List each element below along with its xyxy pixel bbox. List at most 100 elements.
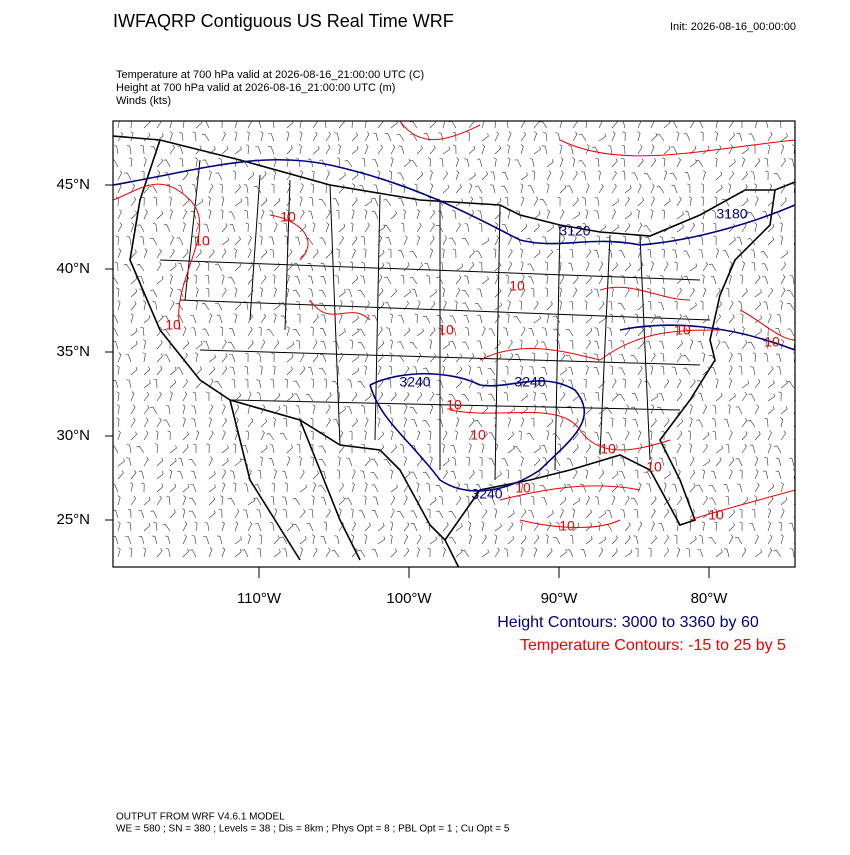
wind-barb — [488, 432, 496, 441]
wind-barb — [520, 183, 524, 194]
wind-barb — [656, 134, 665, 142]
wind-barb — [254, 497, 262, 506]
wind-barb — [494, 210, 502, 220]
wind-barb — [299, 352, 305, 363]
temperature-contour-label: 10 — [646, 459, 662, 475]
wind-barb — [117, 131, 123, 142]
wind-barb — [476, 158, 483, 168]
wind-barb — [754, 275, 761, 285]
wind-barb — [663, 198, 671, 207]
wind-barb — [320, 470, 327, 480]
wind-barb — [331, 550, 340, 558]
wind-barb — [190, 315, 197, 324]
wind-barb — [346, 406, 353, 415]
wind-barb — [645, 237, 652, 246]
wind-barb — [299, 547, 304, 558]
wind-barb — [490, 171, 496, 181]
wind-barb — [271, 183, 275, 193]
wind-barb — [702, 510, 710, 519]
wind-barb — [556, 469, 561, 480]
wind-barb — [429, 145, 436, 155]
wind-barb — [299, 484, 307, 493]
wind-barb — [607, 327, 613, 337]
wind-barb — [284, 482, 288, 493]
wind-barb — [611, 158, 618, 168]
wind-barb — [166, 495, 171, 506]
wind-barb — [507, 510, 515, 519]
wind-barb — [455, 548, 463, 558]
wind-barb — [741, 380, 749, 389]
wind-barb — [597, 443, 601, 454]
wind-barb — [763, 353, 769, 363]
wind-barb — [439, 261, 444, 272]
wind-barb — [338, 482, 344, 493]
wind-barb — [792, 183, 795, 194]
wind-barb — [191, 535, 197, 545]
wind-barb — [195, 170, 200, 181]
wind-barb — [201, 133, 210, 142]
wind-barb — [468, 209, 475, 220]
wind-barb — [294, 236, 301, 246]
wind-barb — [478, 222, 483, 233]
wind-barb — [610, 417, 614, 428]
wind-barb — [156, 391, 162, 402]
wind-barb — [182, 378, 188, 389]
wind-barb — [650, 121, 655, 129]
wind-barb — [357, 289, 366, 298]
wind-barb — [493, 248, 497, 259]
wind-barb — [569, 339, 574, 350]
wind-barb — [545, 534, 549, 545]
wind-barb — [455, 287, 461, 298]
wind-barb — [333, 341, 340, 350]
wind-barb — [410, 471, 418, 480]
wind-barb — [624, 262, 631, 272]
wind-barb — [531, 482, 535, 493]
wind-barb — [286, 392, 294, 402]
wind-barb — [390, 392, 397, 402]
wind-barb — [624, 196, 630, 207]
wind-barb — [533, 534, 540, 545]
wind-barb — [494, 131, 499, 142]
wind-barb — [438, 535, 444, 545]
wind-barb — [363, 365, 367, 376]
wind-barb — [286, 444, 293, 454]
wind-barb — [403, 417, 407, 428]
wind-barb — [215, 172, 223, 181]
wind-barb — [765, 170, 769, 181]
wind-barb — [578, 133, 587, 142]
wind-barb — [182, 121, 185, 129]
temperature-contour-label: 10 — [675, 322, 691, 338]
wind-barb — [124, 172, 132, 181]
wind-barb — [176, 237, 184, 246]
wind-barb — [188, 458, 197, 467]
wind-barb — [390, 495, 396, 506]
wind-barb — [319, 328, 327, 337]
wind-barb — [507, 248, 513, 259]
wind-barb — [389, 352, 393, 363]
wind-barb — [279, 432, 288, 441]
wind-barb — [363, 495, 367, 506]
wind-barb — [247, 171, 255, 181]
wind-barb — [541, 393, 548, 402]
wind-barb — [650, 183, 655, 194]
wind-barb — [528, 328, 535, 337]
wind-barb — [377, 144, 383, 155]
wind-barb — [221, 365, 228, 376]
wind-barb — [364, 393, 372, 402]
wind-barb — [532, 352, 536, 363]
height-contour-label: 3120 — [559, 223, 590, 239]
wind-barb — [598, 379, 605, 389]
wind-barb — [165, 405, 171, 415]
wind-barb — [273, 549, 281, 558]
wind-barb — [286, 209, 290, 220]
wind-barb — [452, 248, 457, 259]
wind-barb — [595, 157, 600, 168]
wind-barb — [585, 261, 590, 272]
wind-barb — [455, 379, 463, 389]
wind-barb — [689, 404, 693, 415]
wind-barb — [388, 365, 392, 376]
wind-barb — [152, 223, 158, 233]
wind-barb — [336, 391, 340, 402]
wind-barb — [750, 171, 756, 181]
